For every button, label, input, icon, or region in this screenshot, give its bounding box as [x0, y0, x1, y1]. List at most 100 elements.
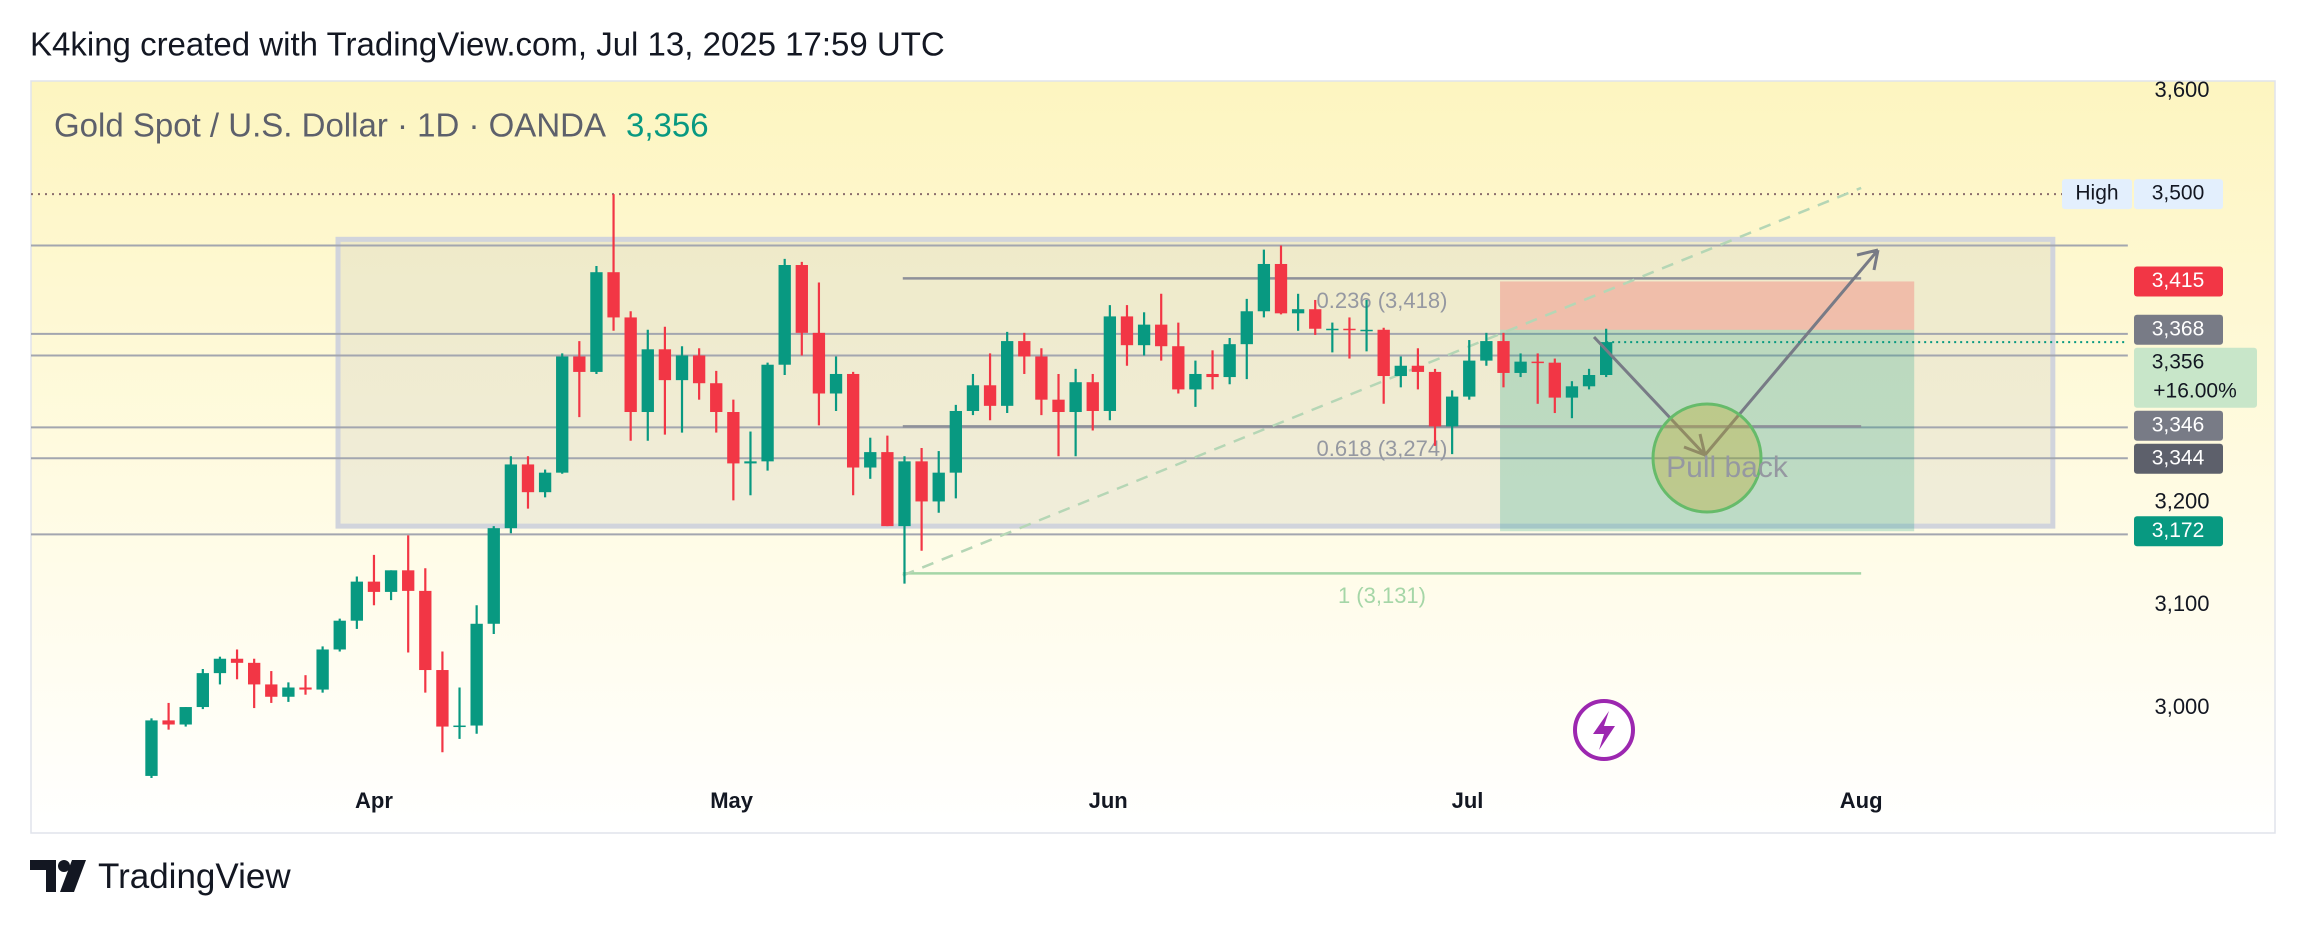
candle-body — [1069, 382, 1082, 413]
candle-body — [1531, 361, 1544, 364]
candle-body — [727, 412, 740, 464]
candle-body — [846, 373, 860, 468]
position-stop-zone — [1500, 281, 1915, 330]
candle-body — [1428, 371, 1442, 427]
candle-body — [213, 658, 227, 674]
candle-body — [248, 662, 261, 685]
candle-body — [316, 649, 329, 690]
candle-body — [487, 528, 500, 624]
candle-body — [658, 349, 672, 381]
candle-body — [1445, 396, 1459, 427]
candle-body — [1223, 344, 1236, 378]
candle-body — [573, 356, 586, 372]
candle-body — [1103, 316, 1117, 411]
candle-body — [1377, 329, 1390, 377]
candle-body — [829, 373, 843, 394]
price-badge — [2134, 410, 2223, 441]
price-badge — [2134, 179, 2223, 210]
price-badge-label: 3,500 — [2152, 182, 2205, 205]
pullback-circle — [1651, 402, 1763, 514]
x-tick-label: Jun — [1089, 788, 1128, 813]
candle-body — [1565, 386, 1579, 398]
candle-body — [932, 472, 945, 502]
candle-body — [538, 472, 552, 493]
candle-body — [1274, 263, 1288, 314]
candle-body — [1035, 356, 1048, 400]
candle-body — [898, 461, 911, 527]
candle-body — [504, 464, 518, 529]
candle-body — [1155, 324, 1168, 347]
price-badge-label: 3,344 — [2152, 446, 2205, 469]
price-badge — [2134, 443, 2223, 474]
y-tick-label: 3,600 — [2154, 77, 2209, 102]
candle-body — [761, 364, 774, 462]
candle-body — [1206, 373, 1219, 378]
plot-area — [30, 80, 2276, 834]
price-badge-name: High — [2075, 182, 2118, 205]
price-badge-name-box — [2062, 179, 2132, 210]
x-tick-label: May — [710, 788, 754, 813]
candle-body — [607, 272, 620, 318]
pullback-arrow — [1592, 248, 1880, 458]
page-title: K4king created with TradingView.com, Jul… — [30, 26, 945, 63]
candle-body — [1018, 341, 1031, 357]
candle-body — [590, 272, 603, 372]
candle-body — [624, 317, 637, 413]
candle-body — [1257, 263, 1271, 312]
price-badge-label: 3,172 — [2152, 519, 2205, 542]
lightning-icon — [1573, 699, 1635, 761]
candle-body — [881, 452, 894, 527]
position-target-zone — [1500, 329, 1915, 532]
candle-body — [367, 581, 381, 592]
candle-body — [1291, 309, 1305, 314]
y-tick-label: 3,000 — [2154, 694, 2209, 719]
candle-body — [692, 355, 706, 384]
candle-body — [795, 265, 808, 333]
candle-body — [915, 461, 928, 502]
candle-body — [1309, 309, 1322, 329]
pullback-label: Pull back — [1666, 451, 1789, 484]
candle-body — [230, 658, 244, 663]
candle-body — [1172, 346, 1185, 390]
trend-line — [902, 186, 1862, 577]
candle-body — [1480, 341, 1493, 361]
price-badge-label: 3,346 — [2152, 413, 2205, 436]
candle-body — [1240, 311, 1253, 345]
last-price: 3,356 — [626, 107, 709, 144]
candle-body — [1120, 316, 1134, 346]
candle-body — [812, 332, 826, 394]
candle-body — [265, 684, 278, 697]
candle-body — [145, 720, 158, 776]
candle-body — [436, 670, 449, 727]
candle-body — [333, 620, 346, 650]
candle-body — [864, 452, 877, 468]
candle-body — [744, 461, 757, 464]
price-badge-label: 3,356 — [2152, 350, 2205, 373]
candle-body — [1463, 360, 1476, 397]
candle-body — [299, 687, 312, 690]
price-badge — [2134, 314, 2223, 345]
candle-body — [1582, 375, 1596, 387]
candle-body — [1086, 382, 1099, 411]
candle-body — [1514, 361, 1527, 373]
fib-label: 1 (3,131) — [1338, 583, 1426, 608]
symbol-header: Gold Spot / U.S. Dollar · 1D · OANDA — [54, 107, 606, 144]
candle-body — [778, 265, 791, 365]
fib-label: 0.236 (3,418) — [1317, 288, 1448, 313]
candle-body — [453, 725, 466, 728]
tradingview-logo — [30, 860, 86, 892]
price-badge-label: 3,368 — [2152, 317, 2205, 340]
price-badge — [2134, 347, 2257, 408]
candle-body — [196, 673, 209, 708]
candle-body — [1497, 341, 1510, 373]
price-badge — [2134, 516, 2223, 547]
candle-body — [470, 623, 483, 726]
candle-body — [641, 349, 654, 413]
candle-body — [162, 720, 175, 725]
candle-body — [966, 385, 980, 411]
candle-body — [1001, 341, 1014, 406]
candle-body — [521, 464, 535, 493]
plot-layer: 0.236 (3,418) 0.618 (3,274) 1 (3,131) Pull … — [31, 186, 2128, 778]
price-badge-label: 3,415 — [2152, 269, 2205, 292]
